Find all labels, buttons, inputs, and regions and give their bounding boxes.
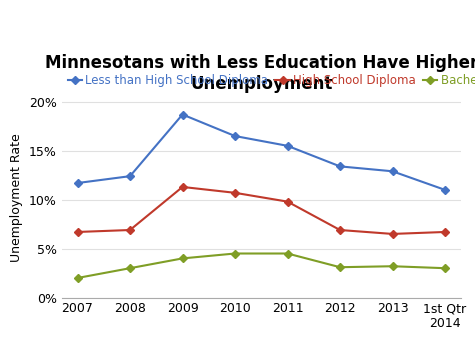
Title: Minnesotans with Less Education Have Higher
Unemployment: Minnesotans with Less Education Have Hig…: [45, 54, 475, 92]
Line: High School Diploma: High School Diploma: [75, 184, 448, 237]
Less than High School Diploma: [75, 181, 80, 185]
Less than High School Diploma: [285, 144, 290, 148]
Bachelors or more: [285, 252, 290, 256]
Less than High School Diploma: [337, 164, 343, 169]
Less than High School Diploma: [232, 134, 238, 138]
Bachelors or more: [180, 256, 185, 261]
Less than High School Diploma: [390, 169, 395, 173]
Less than High School Diploma: [127, 174, 133, 178]
High School Diploma: [127, 228, 133, 232]
Bachelors or more: [75, 276, 80, 280]
Y-axis label: Unemployment Rate: Unemployment Rate: [10, 133, 23, 262]
High School Diploma: [232, 191, 238, 195]
Less than High School Diploma: [442, 188, 448, 192]
Bachelors or more: [390, 264, 395, 268]
High School Diploma: [442, 230, 448, 234]
Legend: Less than High School Diploma, High School Diploma, Bachelors or more: Less than High School Diploma, High Scho…: [67, 74, 475, 87]
High School Diploma: [337, 228, 343, 232]
Bachelors or more: [232, 252, 238, 256]
Bachelors or more: [127, 266, 133, 270]
High School Diploma: [390, 232, 395, 236]
High School Diploma: [180, 185, 185, 189]
Line: Less than High School Diploma: Less than High School Diploma: [75, 111, 448, 193]
Bachelors or more: [337, 265, 343, 269]
Bachelors or more: [442, 266, 448, 270]
Less than High School Diploma: [180, 112, 185, 117]
High School Diploma: [75, 230, 80, 234]
Line: Bachelors or more: Bachelors or more: [75, 251, 448, 281]
High School Diploma: [285, 200, 290, 204]
